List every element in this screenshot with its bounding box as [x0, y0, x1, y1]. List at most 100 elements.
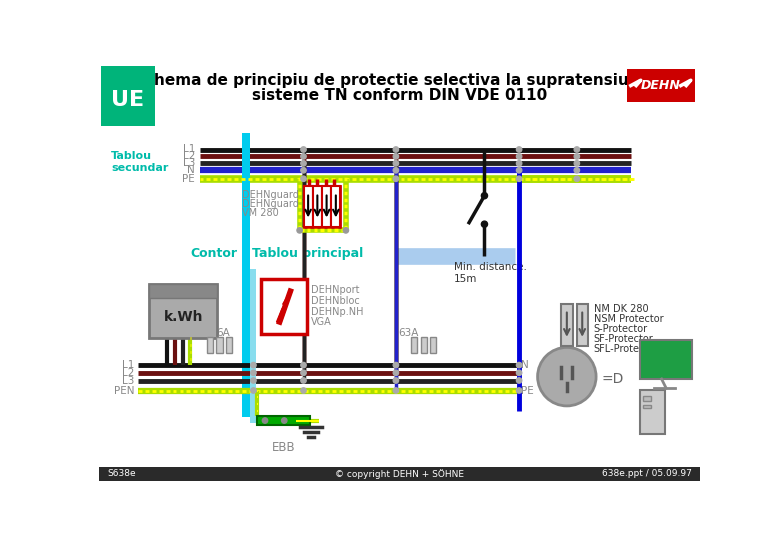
- Circle shape: [282, 418, 287, 423]
- Circle shape: [301, 370, 307, 375]
- Text: L2: L2: [183, 151, 195, 161]
- Text: NSM Protector: NSM Protector: [594, 314, 664, 323]
- Text: SF-Protector: SF-Protector: [594, 334, 654, 343]
- Bar: [257, 416, 310, 425]
- Circle shape: [393, 176, 399, 181]
- Text: Tablou
secundar: Tablou secundar: [111, 151, 168, 173]
- Text: S638e: S638e: [107, 469, 136, 478]
- Bar: [242, 132, 250, 417]
- Circle shape: [516, 388, 522, 393]
- Text: EBB: EBB: [271, 441, 296, 454]
- Text: =D: =D: [601, 372, 624, 386]
- Bar: [643, 405, 651, 408]
- Circle shape: [343, 228, 349, 233]
- Circle shape: [393, 370, 399, 375]
- Circle shape: [481, 221, 488, 227]
- Bar: [101, 66, 155, 126]
- Circle shape: [574, 154, 580, 159]
- Text: PEN: PEN: [114, 386, 134, 395]
- Text: sisteme TN conform DIN VDE 0110: sisteme TN conform DIN VDE 0110: [252, 88, 548, 103]
- Text: PE: PE: [521, 386, 534, 395]
- Bar: [420, 338, 427, 353]
- Circle shape: [516, 161, 522, 166]
- Text: 63A: 63A: [399, 328, 419, 338]
- Text: L1: L1: [183, 145, 195, 154]
- Text: DEHNbloc: DEHNbloc: [311, 296, 360, 306]
- Circle shape: [301, 161, 307, 166]
- Text: Tablou principal: Tablou principal: [252, 247, 363, 260]
- Bar: [627, 70, 695, 102]
- Text: VM 280: VM 280: [242, 208, 278, 218]
- Bar: [225, 338, 232, 353]
- Circle shape: [301, 378, 307, 383]
- Circle shape: [393, 154, 399, 159]
- Circle shape: [481, 193, 488, 199]
- Circle shape: [301, 362, 307, 368]
- Bar: [313, 186, 322, 226]
- Bar: [322, 186, 332, 226]
- Text: DEHNp.NH: DEHNp.NH: [311, 307, 363, 316]
- Text: S-Protector: S-Protector: [594, 323, 648, 334]
- Text: UE: UE: [112, 90, 144, 110]
- Bar: [261, 279, 307, 334]
- Text: k.Wh: k.Wh: [164, 310, 203, 325]
- Text: DEHNport: DEHNport: [311, 285, 360, 295]
- Circle shape: [537, 347, 596, 406]
- Circle shape: [516, 167, 522, 173]
- Circle shape: [250, 378, 256, 383]
- Bar: [430, 338, 436, 353]
- Circle shape: [516, 154, 522, 159]
- Text: N: N: [187, 165, 195, 176]
- Circle shape: [516, 147, 522, 152]
- Text: NM DK 280: NM DK 280: [594, 303, 648, 314]
- Circle shape: [301, 154, 307, 159]
- Circle shape: [301, 176, 307, 181]
- Text: 638e.ppt / 05.09.97: 638e.ppt / 05.09.97: [602, 469, 693, 478]
- Text: 6A: 6A: [217, 328, 230, 338]
- Circle shape: [393, 388, 399, 393]
- Bar: [577, 303, 588, 346]
- Circle shape: [574, 167, 580, 173]
- Circle shape: [393, 167, 399, 173]
- Text: Schema de principiu de protectie selectiva la supratensiuni in: Schema de principiu de protectie selecti…: [133, 73, 666, 87]
- Text: © copyright DEHN + SÖHNE: © copyright DEHN + SÖHNE: [335, 469, 464, 478]
- Bar: [643, 396, 651, 401]
- Text: PE: PE: [183, 174, 195, 184]
- Bar: [332, 186, 340, 226]
- Bar: [150, 284, 218, 338]
- Bar: [150, 284, 218, 298]
- Circle shape: [297, 228, 303, 233]
- Circle shape: [574, 176, 580, 181]
- Text: VGA: VGA: [311, 318, 332, 327]
- Text: DEHNguard: DEHNguard: [242, 190, 299, 200]
- Bar: [562, 303, 573, 346]
- Circle shape: [393, 147, 399, 152]
- Bar: [99, 467, 700, 481]
- Circle shape: [250, 362, 256, 368]
- Circle shape: [301, 147, 307, 152]
- Bar: [303, 186, 313, 226]
- Text: Contor: Contor: [190, 247, 237, 260]
- Circle shape: [393, 378, 399, 383]
- Circle shape: [250, 388, 256, 393]
- Text: DEHN: DEHN: [641, 79, 681, 92]
- Text: L3: L3: [122, 375, 134, 386]
- Bar: [217, 338, 222, 353]
- Circle shape: [516, 370, 522, 375]
- Circle shape: [516, 362, 522, 368]
- Bar: [303, 186, 340, 226]
- Polygon shape: [282, 291, 292, 304]
- Circle shape: [516, 176, 522, 181]
- Circle shape: [574, 161, 580, 166]
- Circle shape: [574, 147, 580, 152]
- Text: SFL-Protector: SFL-Protector: [594, 343, 659, 354]
- Bar: [207, 338, 214, 353]
- Bar: [250, 269, 256, 423]
- Text: Min. distance.
15m: Min. distance. 15m: [454, 262, 526, 284]
- Bar: [411, 338, 417, 353]
- Circle shape: [393, 161, 399, 166]
- Text: DEHNguard T: DEHNguard T: [242, 199, 308, 209]
- Circle shape: [262, 418, 268, 423]
- Bar: [640, 340, 693, 379]
- Text: N: N: [521, 360, 529, 370]
